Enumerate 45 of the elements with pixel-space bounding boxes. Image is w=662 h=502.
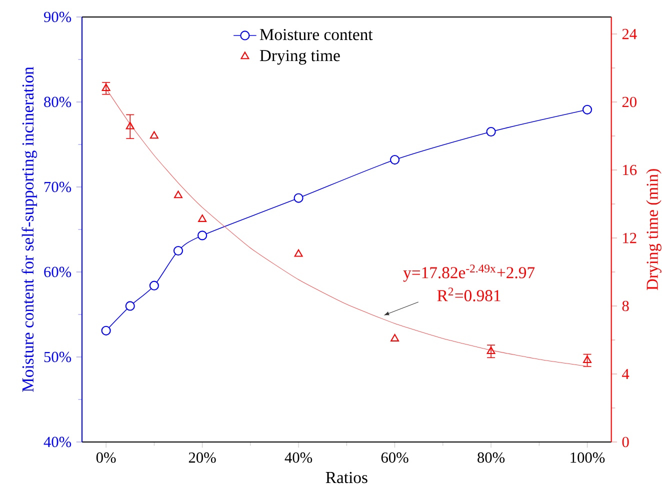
y2-tick-label: 12	[623, 232, 636, 244]
x-tick-label: 40%	[284, 452, 312, 463]
point	[294, 193, 304, 203]
point	[173, 246, 184, 256]
y2-tick-label: 4	[622, 368, 630, 380]
point	[198, 214, 207, 222]
y-tick-label: 80%	[44, 96, 72, 108]
legend-label: Moisture content	[260, 28, 373, 40]
y-tick-label: 60%	[44, 266, 72, 278]
point	[583, 356, 592, 364]
x-tick-label: 80%	[478, 452, 505, 463]
annotation: y=17.82e$^{-2.49x}$+2.97	[403, 264, 535, 282]
legend-label: Drying time	[260, 50, 340, 65]
point	[390, 154, 400, 165]
point	[486, 346, 496, 354]
y-axis-title: Moisture content for self-supporting incineration	[22, 66, 38, 392]
point	[390, 334, 400, 342]
point	[294, 249, 303, 257]
y2-tick-label: 20	[622, 96, 636, 108]
point	[150, 131, 158, 139]
x-tick-label: 0%	[96, 452, 116, 463]
y-tick-label: 40%	[44, 436, 72, 448]
point	[126, 122, 134, 130]
point	[174, 190, 182, 198]
line-series	[106, 88, 588, 367]
y2-tick-label: 16	[623, 164, 637, 176]
point	[102, 84, 110, 92]
y-tick-label: 90%	[44, 12, 72, 22]
y-tick-label: 50%	[44, 352, 72, 362]
point	[125, 301, 135, 311]
x-tick-label: 20%	[188, 452, 216, 463]
point	[582, 104, 592, 114]
point	[198, 230, 208, 240]
y2-tick-label: 0	[622, 436, 629, 448]
point	[149, 280, 159, 290]
annotation: R$^{2}$=0.981	[437, 288, 500, 302]
x-tick-label: 60%	[381, 452, 408, 463]
point	[101, 326, 111, 336]
y2-tick-label: 8	[622, 300, 629, 312]
x-tick-label: 100%	[570, 452, 605, 463]
point	[486, 126, 496, 137]
y2-tick-label: 24	[622, 28, 637, 40]
y2-axis-title: Drying time (min)	[646, 169, 662, 290]
y-tick-label: 70%	[44, 182, 72, 192]
x-axis-title: Ratios	[326, 472, 368, 484]
